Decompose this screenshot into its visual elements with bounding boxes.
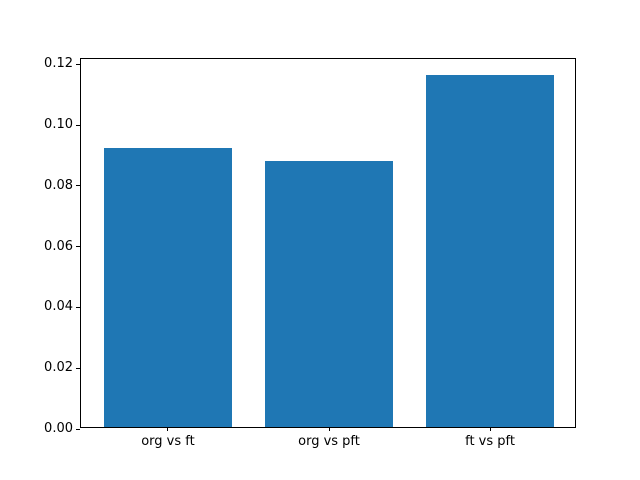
bar xyxy=(103,148,233,427)
y-tick-label: 0.02 xyxy=(44,360,73,376)
y-tick-label: 0.12 xyxy=(44,56,73,72)
y-tick-mark xyxy=(76,367,80,369)
x-tick-label: org vs pft xyxy=(298,434,360,449)
y-tick-label: 0.10 xyxy=(44,117,73,133)
x-tick-mark xyxy=(328,427,330,431)
y-tick-label: 0.08 xyxy=(44,177,73,193)
x-tick-label: org vs ft xyxy=(141,434,195,449)
y-tick-label: 0.04 xyxy=(44,299,73,315)
y-tick-mark xyxy=(76,124,80,126)
plot-area: 0.00 0.02 0.04 0.06 0.08 0.10 0.12 org vs ft or… xyxy=(44,56,576,449)
y-tick-label: 0.00 xyxy=(44,421,73,436)
bar xyxy=(425,74,555,427)
y-tick-mark xyxy=(76,428,80,430)
x-tick-mark xyxy=(489,427,491,431)
y-tick-mark xyxy=(76,185,80,187)
x-tick-label: ft vs pft xyxy=(465,434,515,449)
y-tick-label: 0.06 xyxy=(44,238,73,254)
y-tick-mark xyxy=(76,246,80,248)
y-tick-mark xyxy=(76,306,80,308)
y-tick-mark xyxy=(76,63,80,65)
x-tick-mark xyxy=(167,427,169,431)
bar xyxy=(264,160,394,427)
